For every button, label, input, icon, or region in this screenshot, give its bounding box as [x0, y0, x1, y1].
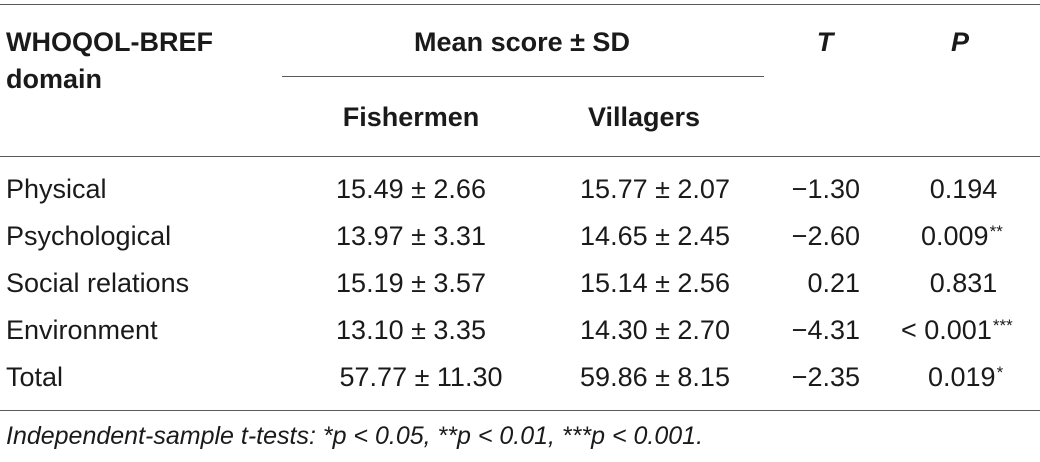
row-p: 0.019*	[928, 361, 1003, 393]
row-villagers: 59.86 ± 8.15	[580, 362, 730, 392]
row-p-value: < 0.001	[901, 315, 992, 345]
row-fishermen: 15.49 ± 2.66	[336, 174, 486, 204]
row-p: 0.194	[930, 173, 999, 205]
row-t: −2.35	[791, 362, 860, 392]
header-domain-line1: WHOQOL-BREF	[6, 27, 213, 57]
header-p: P	[950, 27, 970, 57]
row-t: 0.21	[807, 268, 860, 298]
header-villagers: Villagers	[587, 102, 701, 132]
row-domain: Psychological	[6, 221, 172, 251]
table-bottom-rule	[0, 410, 1040, 411]
row-domain: Social relations	[6, 268, 190, 298]
header-mean-score: Mean score ± SD	[414, 27, 630, 57]
header-fishermen: Fishermen	[342, 102, 480, 132]
header-domain-line2: domain	[6, 64, 103, 94]
row-fishermen: 13.97 ± 3.31	[336, 221, 486, 251]
header-t: T	[816, 27, 834, 57]
table-footnote: Independent-sample t-tests: *p < 0.05, *…	[6, 422, 704, 450]
row-villagers: 15.14 ± 2.56	[580, 268, 730, 298]
row-villagers: 15.77 ± 2.07	[580, 174, 730, 204]
row-p-value: 0.194	[929, 174, 998, 204]
row-domain: Physical	[6, 174, 107, 204]
row-p-value: 0.019	[928, 362, 996, 392]
row-t: −4.31	[791, 315, 860, 345]
row-p-value: 0.009	[921, 221, 989, 251]
row-domain: Environment	[6, 315, 158, 345]
row-t: −2.60	[791, 221, 860, 251]
row-p-sig: ***	[992, 316, 1013, 335]
row-p: 0.009**	[921, 220, 1003, 252]
row-fishermen: 57.77 ± 11.30	[339, 362, 503, 392]
row-villagers: 14.65 ± 2.45	[580, 221, 730, 251]
group-header-rule	[282, 76, 764, 77]
row-p: 0.831	[930, 267, 999, 299]
row-p-value: 0.831	[929, 268, 998, 298]
row-fishermen: 13.10 ± 3.35	[336, 315, 486, 345]
header-bottom-rule	[0, 156, 1040, 157]
row-t: −1.30	[791, 174, 860, 204]
row-p-sig: **	[989, 222, 1003, 241]
row-p-sig: *	[996, 363, 1004, 382]
row-p: < 0.001***	[901, 314, 1013, 346]
row-villagers: 14.30 ± 2.70	[580, 315, 730, 345]
row-domain: Total	[6, 362, 64, 392]
row-fishermen: 15.19 ± 3.57	[336, 268, 486, 298]
table-top-rule	[0, 4, 1040, 5]
